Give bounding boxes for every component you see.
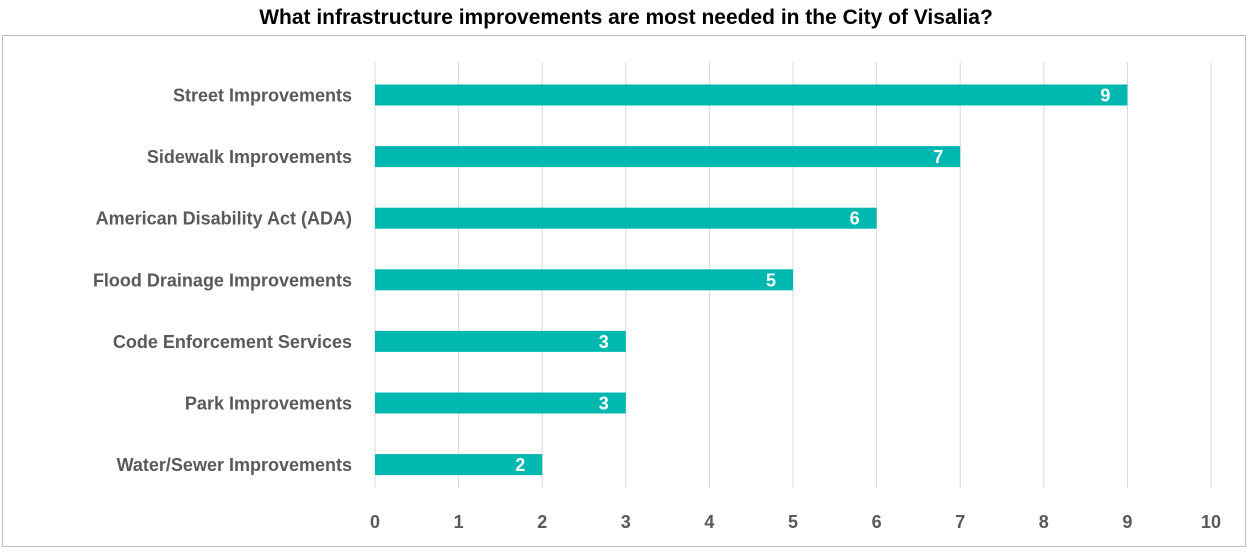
data-label: 9 <box>1100 86 1110 106</box>
data-label: 7 <box>933 147 943 167</box>
bar <box>375 84 1128 106</box>
category-label: Sidewalk Improvements <box>147 147 352 167</box>
x-tick-label: 2 <box>537 512 547 532</box>
category-label: American Disability Act (ADA) <box>96 209 352 229</box>
category-label: Code Enforcement Services <box>113 332 352 352</box>
data-label: 2 <box>515 455 525 475</box>
data-label: 5 <box>766 270 776 290</box>
category-label: Water/Sewer Improvements <box>117 455 352 475</box>
x-tick-label: 8 <box>1039 512 1049 532</box>
bar <box>375 207 877 229</box>
bars: 9 7 6 5 3 3 2 <box>375 84 1128 476</box>
bar <box>375 269 793 291</box>
bar <box>375 146 961 168</box>
category-label: Flood Drainage Improvements <box>93 270 352 290</box>
x-tick-label: 0 <box>370 512 380 532</box>
data-label: 6 <box>850 209 860 229</box>
x-tick-label: 4 <box>704 512 714 532</box>
category-label: Park Improvements <box>185 394 352 414</box>
data-label: 3 <box>599 332 609 352</box>
x-tick-label: 10 <box>1201 512 1221 532</box>
x-tick-label: 6 <box>872 512 882 532</box>
x-axis-tick-labels: 0 1 2 3 4 5 6 7 8 9 10 <box>370 512 1221 532</box>
chart-title: What infrastructure improvements are mos… <box>259 6 993 29</box>
data-label: 3 <box>599 394 609 414</box>
x-tick-label: 9 <box>1122 512 1132 532</box>
x-tick-label: 3 <box>621 512 631 532</box>
category-labels: Street Improvements Sidewalk Improvements… <box>93 86 352 476</box>
chart-frame <box>2 35 1246 547</box>
bar <box>375 330 626 352</box>
x-tick-label: 5 <box>788 512 798 532</box>
category-label: Street Improvements <box>173 86 352 106</box>
x-tick-label: 1 <box>454 512 464 532</box>
bar <box>375 392 626 414</box>
bar <box>375 454 543 476</box>
x-tick-label: 7 <box>955 512 965 532</box>
